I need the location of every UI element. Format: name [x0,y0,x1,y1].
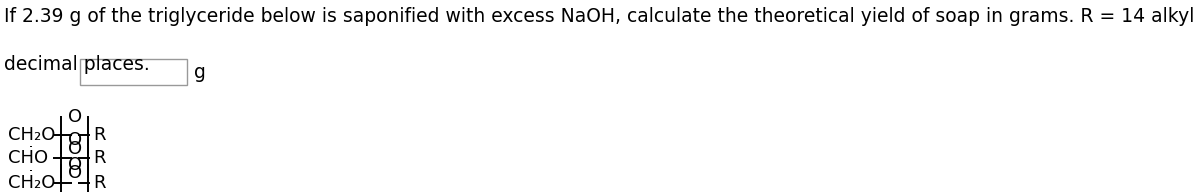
Text: g: g [194,63,206,82]
FancyBboxPatch shape [79,59,187,85]
Text: CHO: CHO [7,150,48,168]
Text: CH₂O: CH₂O [7,174,55,192]
Text: O: O [68,108,82,126]
Text: O: O [68,140,82,158]
Text: If 2.39 g of the triglyceride below is saponified with excess NaOH, calculate th: If 2.39 g of the triglyceride below is s… [5,7,1200,26]
Text: CH₂O: CH₂O [7,126,55,144]
Text: O: O [68,156,82,174]
Text: O: O [68,164,82,182]
Text: R: R [94,126,106,144]
Text: R: R [94,150,106,168]
Text: O: O [68,131,82,149]
Text: decimal places.: decimal places. [5,55,150,74]
Text: R: R [94,174,106,192]
